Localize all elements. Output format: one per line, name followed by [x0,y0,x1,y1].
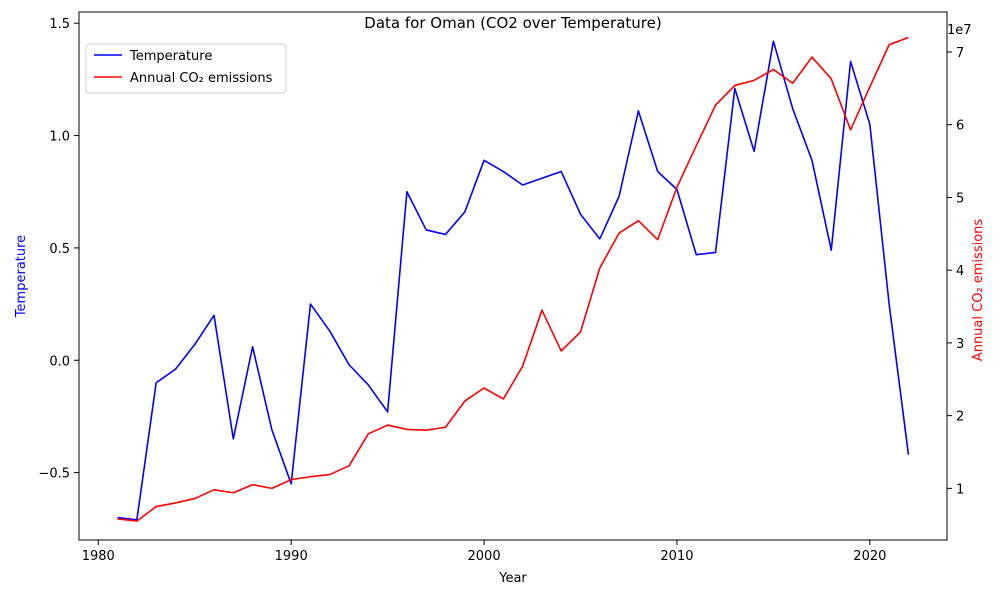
right-y-tick-label: 2 [956,410,964,425]
x-axis-ticks: 1980 1990 2000 2010 2020 [82,540,886,564]
left-y-tick-label: 0.0 [49,354,70,369]
series-line-co2-emissions [117,36,909,522]
left-y-axis-label: Temperature [14,235,29,318]
chart-title: Data for Oman (CO2 over Temperature) [364,14,661,32]
right-axis-offset-label: 1e7 [947,23,972,38]
left-y-tick-label: −0.5 [38,467,70,482]
right-y-tick-label: 5 [956,191,964,206]
right-y-tick-label: 6 [956,119,964,134]
right-y-axis-ticks: 1 2 3 4 5 6 7 [947,46,964,497]
x-tick-label: 2020 [853,549,886,564]
legend-box [85,43,287,94]
legend-label-co2: Annual CO₂ emissions [130,71,273,86]
plot-series [117,36,910,522]
right-y-tick-label: 1 [956,482,964,497]
left-y-axis-ticks: −0.5 0.0 0.5 1.0 1.5 [38,17,79,482]
right-y-axis-label: Annual CO₂ emissions [971,219,986,362]
x-tick-label: 2010 [660,549,693,564]
series-line-temperature [117,40,910,521]
x-axis-label: Year [498,571,527,586]
left-y-tick-label: 0.5 [49,242,70,257]
right-y-tick-label: 3 [956,337,964,352]
legend-label-temperature: Temperature [129,49,212,64]
x-tick-label: 1990 [275,549,308,564]
left-y-tick-label: 1.5 [49,17,70,32]
left-y-tick-label: 1.0 [49,130,70,145]
x-tick-label: 2000 [468,549,501,564]
x-tick-label: 1980 [82,549,115,564]
right-y-tick-label: 7 [956,46,964,61]
legend: Temperature Annual CO₂ emissions [85,43,287,94]
right-y-tick-label: 4 [956,264,964,279]
plot-frame [78,11,948,541]
